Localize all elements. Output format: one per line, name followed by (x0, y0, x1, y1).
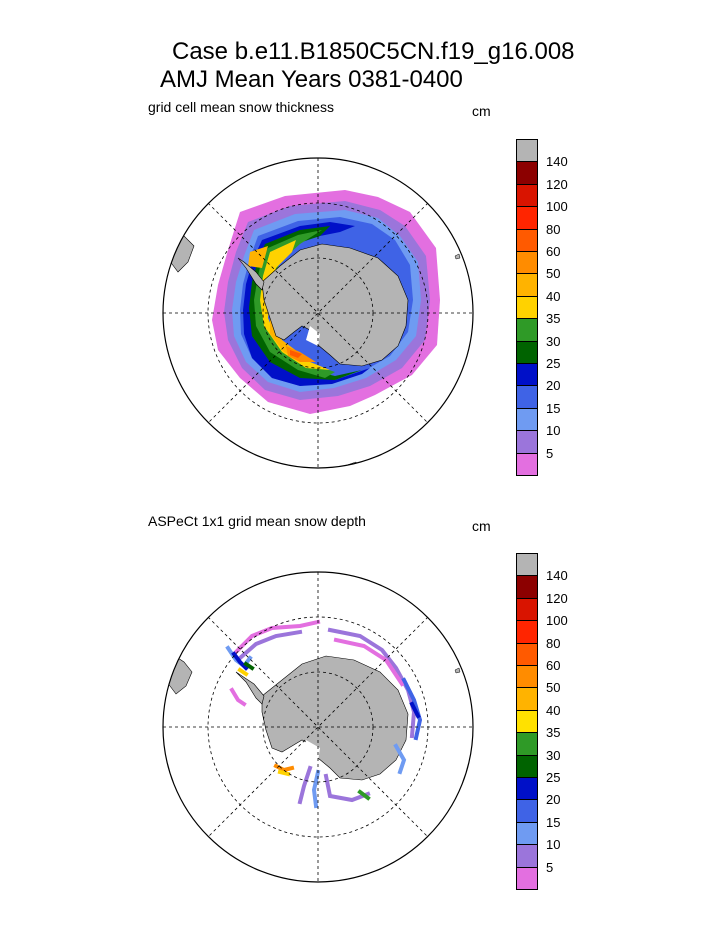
colorbar-tick-label: 60 (546, 244, 561, 259)
colorbar-tick-label: 30 (546, 747, 561, 763)
colorbar-swatch (516, 642, 538, 666)
colorbar-swatch (516, 206, 538, 230)
colorbar-tick-label: 100 (546, 613, 568, 629)
colorbar-tick-label: 80 (546, 221, 561, 237)
colorbar-tick-label: 120 (546, 590, 568, 606)
colorbar-tick-label: 25 (546, 356, 561, 371)
island-2 (454, 253, 461, 260)
panel1-border (162, 157, 474, 469)
colorbar-swatch (516, 407, 538, 432)
colorbar-swatch (516, 553, 538, 577)
colorbar-tick-label: 5 (546, 445, 554, 461)
snow-band-80 (290, 350, 302, 358)
obs-track-east-e (393, 743, 407, 775)
colorbar-tick-label: 40 (546, 702, 561, 718)
colorbar-swatch (516, 620, 538, 644)
south-america-2 (163, 653, 193, 695)
panel2-border (162, 571, 474, 883)
colorbar-swatch (516, 251, 538, 275)
colorbar-swatch (516, 687, 538, 711)
obs-track-ross-c (323, 773, 371, 803)
colorbar-tick-label: 140 (546, 154, 568, 170)
colorbar-swatch (516, 161, 538, 185)
colorbar-swatch (516, 139, 538, 163)
colorbar-swatch (516, 363, 538, 387)
colorbar-swatch (516, 709, 538, 734)
obs-track-peninsula-c (243, 661, 255, 671)
panel1-map (163, 190, 461, 468)
colorbar-swatch (516, 430, 538, 454)
obs-track-peninsula-d (237, 667, 249, 677)
colorbar-tick-label: 50 (546, 680, 561, 696)
colorbar-swatch (516, 318, 538, 342)
colorbar-swatch (516, 295, 538, 320)
colorbar-swatch (516, 385, 538, 409)
colorbar-tick-label: 10 (546, 423, 561, 439)
colorbar-tick-label: 15 (546, 814, 561, 830)
colorbar-tick-label: 60 (546, 658, 561, 673)
obs-track-peninsula-b (231, 651, 249, 671)
colorbar-tick-label: 80 (546, 635, 561, 651)
colorbar-tick-label: 35 (546, 311, 561, 327)
antarctic-peninsula (237, 257, 265, 291)
colorbar-tick-label: 35 (546, 725, 561, 741)
colorbar-swatch (516, 821, 538, 846)
obs-tracks (225, 619, 423, 809)
colorbar-swatch (516, 866, 538, 890)
ross-shelf-white (306, 326, 320, 346)
obs-track-ross-a (297, 765, 313, 805)
ross-shelf-white-2 (304, 740, 320, 762)
colorbar-swatch (516, 340, 538, 364)
colorbar-tick-label: 100 (546, 199, 568, 215)
antarctic-peninsula-2 (235, 671, 265, 705)
chart-title-line2: AMJ Mean Years 0381-0400 (160, 66, 463, 93)
colorbar-tick-label: 20 (546, 378, 561, 394)
obs-track-ross-b (311, 769, 321, 809)
colorbar-swatch (516, 732, 538, 756)
panel2-map (163, 619, 461, 882)
obs-track-east-b (333, 637, 405, 687)
colorbar-tick-label: 10 (546, 837, 561, 853)
colorbar-swatch (516, 754, 538, 778)
obs-track-ross-d (357, 789, 371, 801)
colorbar-tick-label: 25 (546, 770, 561, 785)
colorbar-tick-label: 120 (546, 176, 568, 192)
snow-band-50 (248, 246, 300, 360)
obs-track-weddell-inner (237, 629, 303, 661)
colorbar-tick-label: 15 (546, 400, 561, 416)
island-4 (454, 667, 461, 674)
colorbar-tick-label: 40 (546, 288, 561, 304)
colorbar-tick-label: 30 (546, 333, 561, 349)
chart-title-line1: Case b.e11.B1850C5CN.f19_g16.008 (172, 38, 575, 65)
colorbar-swatch (516, 228, 538, 252)
panel2-title: ASPeCt 1x1 grid mean snow depth (148, 513, 366, 529)
colorbar-tick-label: 20 (546, 792, 561, 808)
obs-track-bellings (229, 687, 247, 707)
colorbar-swatch (516, 665, 538, 689)
antarctica-land (261, 243, 409, 367)
colorbar-swatch (516, 273, 538, 297)
obs-track-amundsen (273, 763, 295, 773)
colorbar-tick-label: 140 (546, 568, 568, 584)
colorbar-swatch (516, 844, 538, 868)
panel2-units: cm (472, 518, 491, 534)
colorbar-tick-label: 50 (546, 266, 561, 282)
panel1-gridlines (163, 158, 473, 468)
colorbar-swatch (516, 799, 538, 823)
colorbar-tick-label: 5 (546, 859, 554, 875)
obs-track-east-d (409, 701, 421, 719)
colorbar-swatch (516, 452, 538, 476)
obs-track-amundsen-b (277, 769, 291, 777)
panel1-units: cm (472, 103, 491, 119)
colorbar-swatch (516, 183, 538, 208)
panel2-gridlines (163, 572, 473, 882)
colorbar-swatch (516, 575, 538, 599)
colorbar-swatch (516, 777, 538, 801)
obs-track-weddell (233, 619, 321, 655)
panel1-title: grid cell mean snow thickness (148, 99, 334, 115)
colorbar-swatch (516, 597, 538, 622)
antarctica-land-2 (261, 655, 409, 781)
